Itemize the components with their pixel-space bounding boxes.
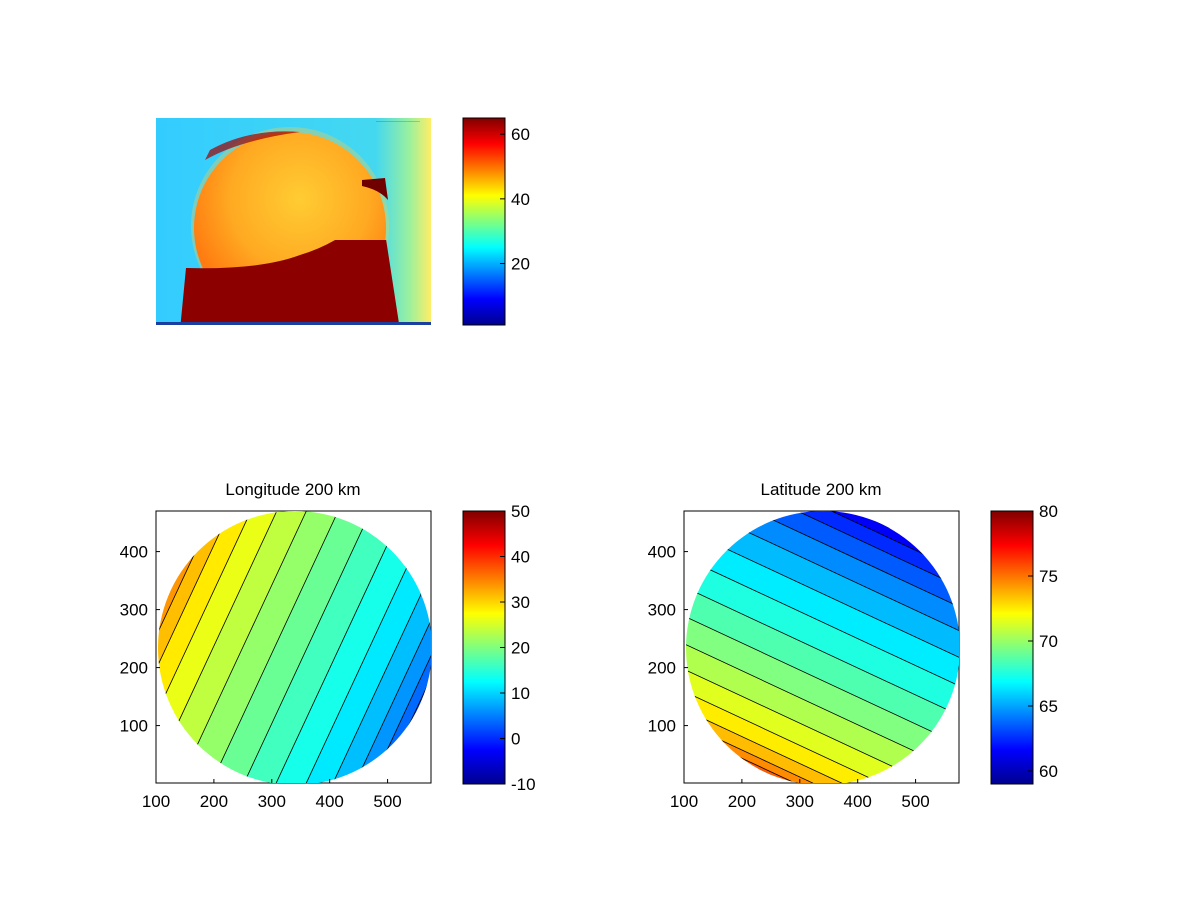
colorbar-1: 20 40 60 [462,117,530,326]
colorbar-2-tick-label: 50 [511,502,530,521]
latitude-xtick-label: 300 [786,792,814,811]
longitude-panel: Longitude 200 km 100 200 300 400 500 100 200 30… [120,480,432,811]
latitude-ytick-label: 300 [648,601,676,620]
colorbar-2-tick-label: 20 [511,639,530,658]
colorbar-3-tick-label: 75 [1039,567,1058,586]
longitude-ytick-label: 100 [120,717,148,736]
latitude-ytick-label: 100 [648,717,676,736]
colorbar-1-tick-label: 20 [511,255,530,274]
colorbar-1-tick-label: 60 [511,125,530,144]
latitude-ytick-label: 400 [648,543,676,562]
colorbar-2-tick-label: 10 [511,684,530,703]
latitude-xtick-label: 200 [728,792,756,811]
longitude-xtick-label: 300 [258,792,286,811]
colorbar-3-tick-label: 80 [1039,502,1058,521]
longitude-xtick-label: 400 [315,792,343,811]
longitude-ytick-label: 200 [120,659,148,678]
colorbar-2-tick-label: 40 [511,548,530,567]
intensity-image [156,118,431,325]
colorbar-2: -10 0 10 20 30 40 50 [462,502,536,794]
colorbar-2-tick-label: 30 [511,593,530,612]
longitude-ytick-label: 400 [120,543,148,562]
colorbar-3-tick-label: 60 [1039,762,1058,781]
longitude-xtick-label: 200 [200,792,228,811]
latitude-panel: Latitude 200 km 100 200 300 400 500 100 200 300… [648,480,960,811]
colorbar-2-tick-label: -10 [511,775,536,794]
colorbar-3-tick-label: 65 [1039,697,1058,716]
image-timestamp: ······················ [376,119,420,125]
longitude-xtick-label: 500 [373,792,401,811]
latitude-xtick-label: 400 [843,792,871,811]
colorbar-3: 60 65 70 75 80 [990,502,1058,785]
longitude-title: Longitude 200 km [225,480,360,499]
colorbar-3-tick-label: 70 [1039,632,1058,651]
latitude-xtick-label: 100 [670,792,698,811]
latitude-ytick-label: 200 [648,659,676,678]
intensity-image-panel: ······················ [156,118,431,325]
colorbar-2-tick-label: 0 [511,730,520,749]
longitude-ytick-label: 300 [120,601,148,620]
longitude-xtick-label: 100 [142,792,170,811]
colorbar-1-tick-label: 40 [511,190,530,209]
latitude-title: Latitude 200 km [761,480,882,499]
latitude-xtick-label: 500 [901,792,929,811]
